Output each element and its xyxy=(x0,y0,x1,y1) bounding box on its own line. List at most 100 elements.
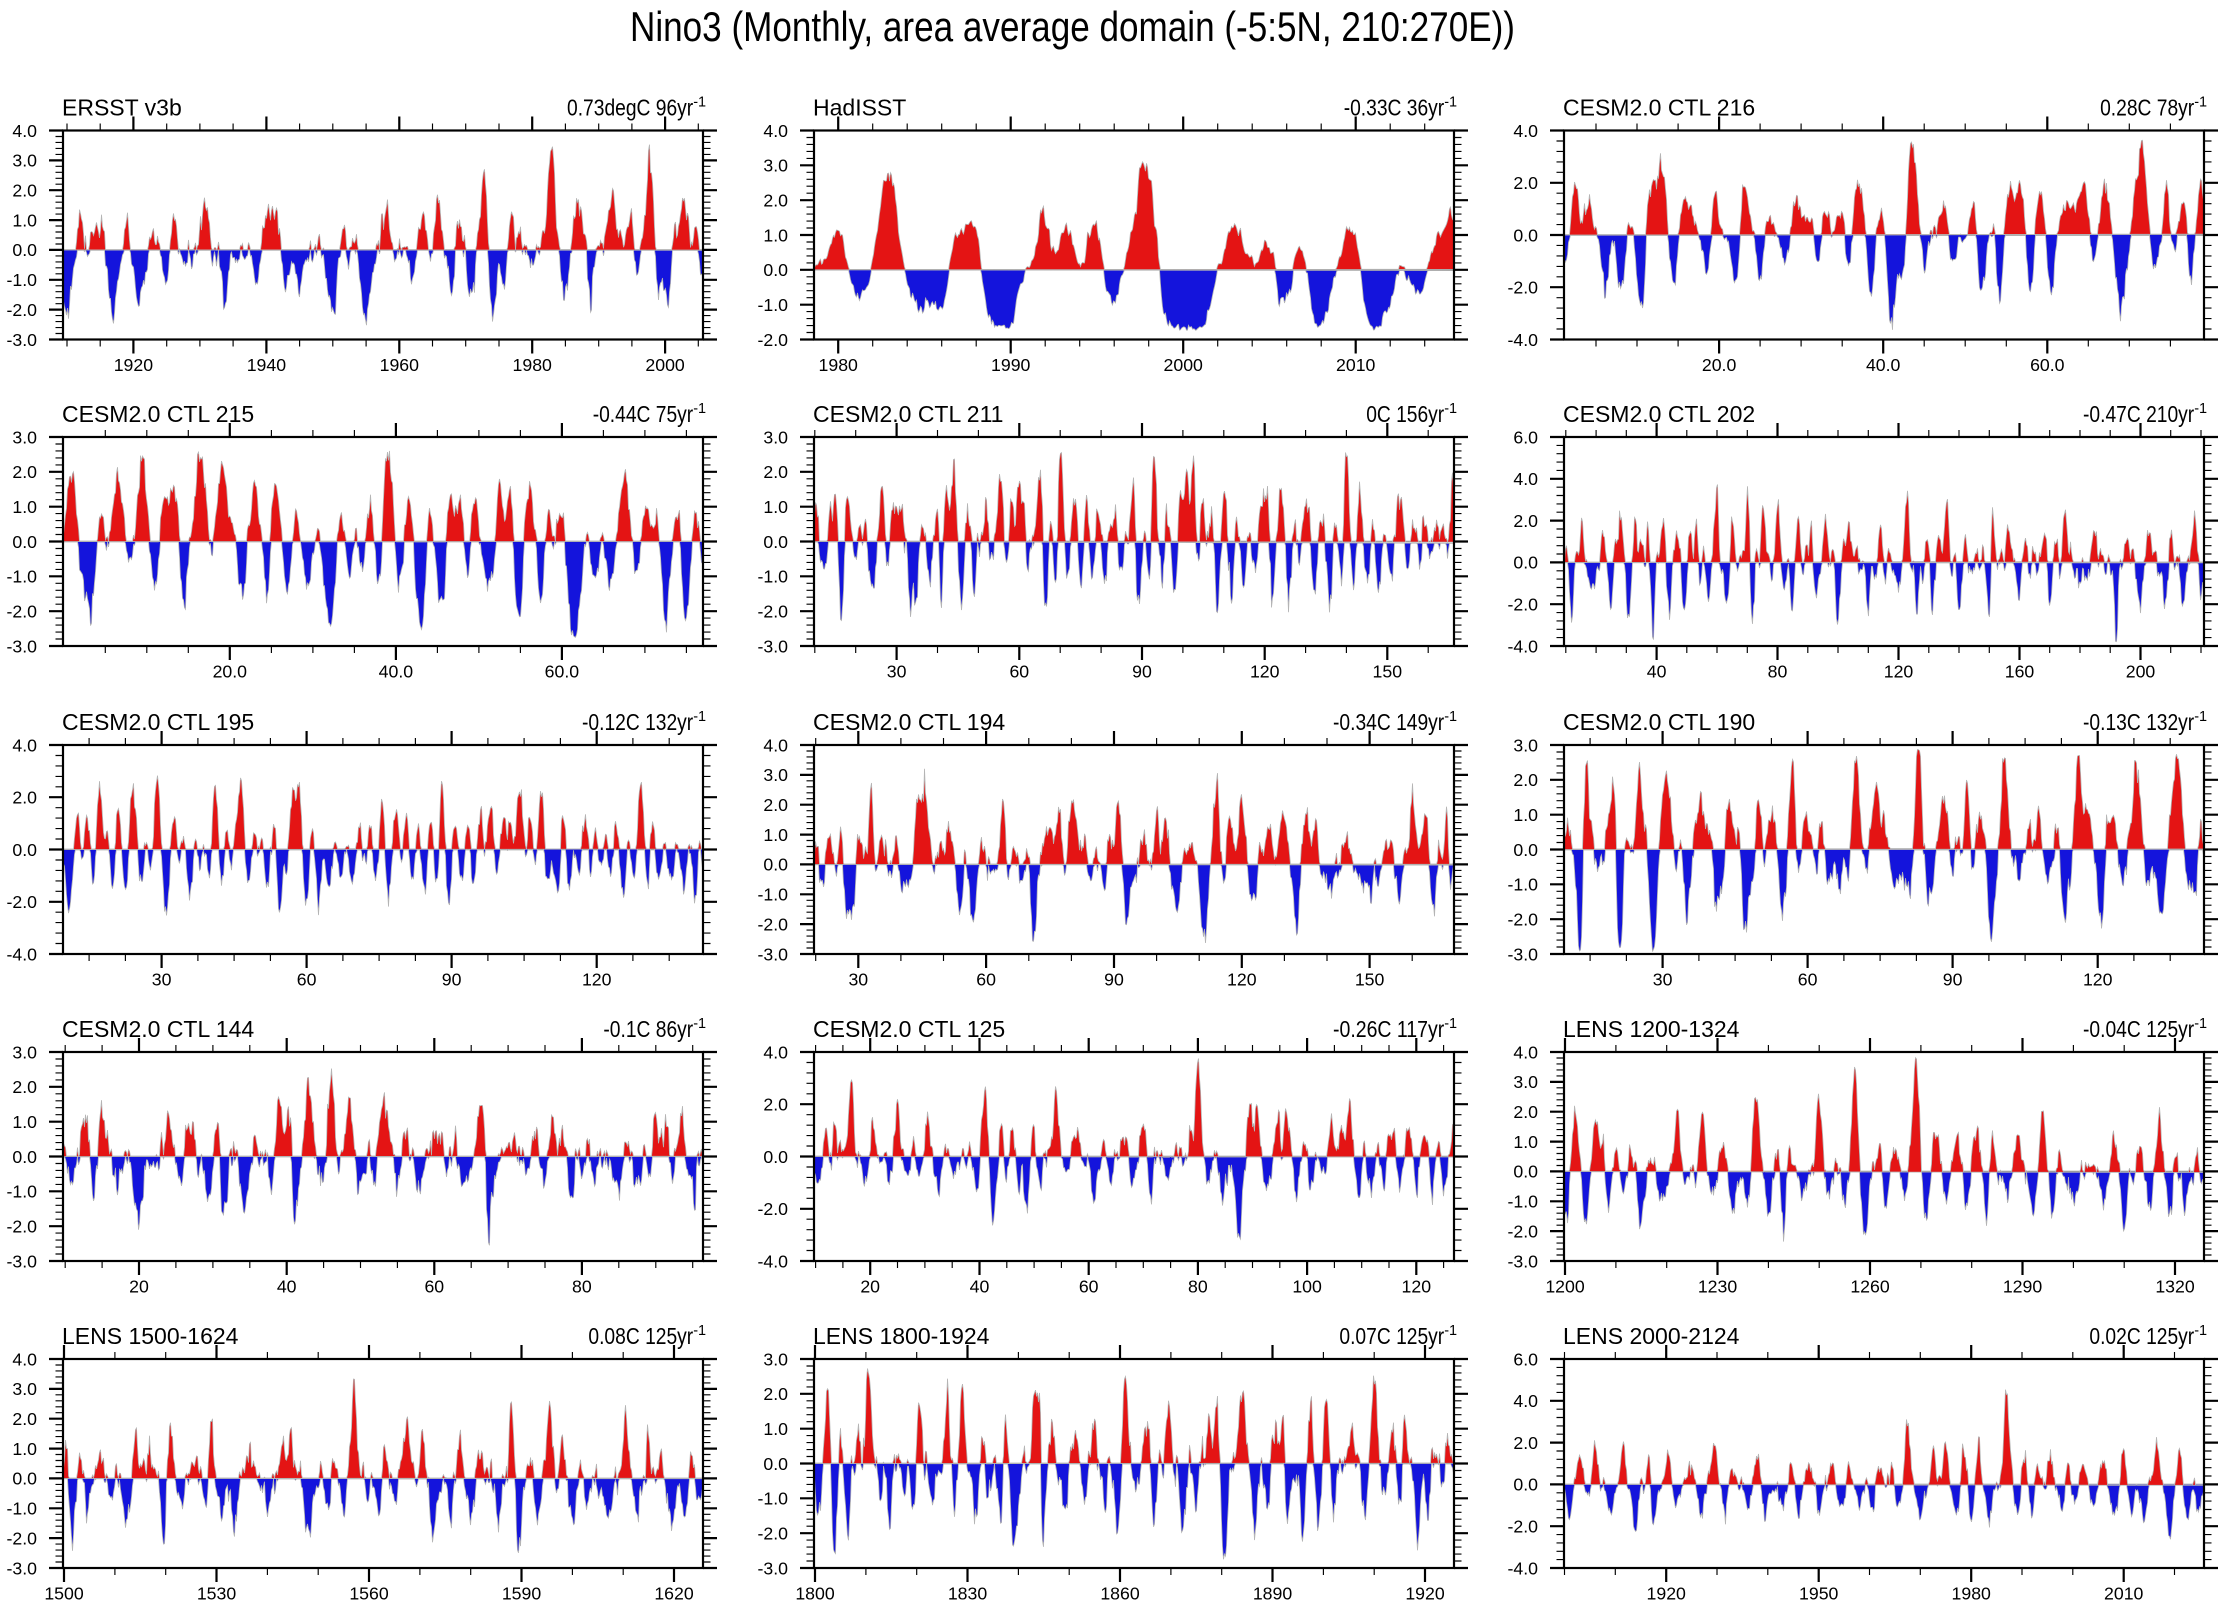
svg-text:-1.0: -1.0 xyxy=(758,1489,789,1509)
svg-text:1920: 1920 xyxy=(1405,1584,1445,1604)
svg-text:2.0: 2.0 xyxy=(12,1077,37,1097)
svg-text:-3.0: -3.0 xyxy=(7,1558,38,1578)
svg-text:-0.44C 75yr: -0.44C 75yr xyxy=(593,401,694,427)
svg-text:2010: 2010 xyxy=(2104,1584,2144,1604)
svg-text:80: 80 xyxy=(1188,1277,1208,1297)
svg-text:1.0: 1.0 xyxy=(763,1419,788,1439)
svg-text:1620: 1620 xyxy=(654,1584,694,1604)
svg-text:40: 40 xyxy=(1647,662,1667,682)
svg-text:0.0: 0.0 xyxy=(763,1454,788,1474)
svg-text:-2.0: -2.0 xyxy=(758,914,789,934)
svg-text:0.73degC 96yr: 0.73degC 96yr xyxy=(567,95,693,121)
svg-text:0.08C 125yr: 0.08C 125yr xyxy=(588,1323,693,1349)
svg-text:20: 20 xyxy=(129,1277,149,1297)
svg-text:120: 120 xyxy=(1227,970,1257,990)
svg-text:3.0: 3.0 xyxy=(763,1349,788,1369)
svg-text:-1.0: -1.0 xyxy=(758,567,789,587)
svg-text:20: 20 xyxy=(860,1277,880,1297)
svg-text:0.0: 0.0 xyxy=(12,532,37,552)
svg-text:0.0: 0.0 xyxy=(12,240,37,260)
svg-text:1.0: 1.0 xyxy=(12,497,37,517)
svg-text:40: 40 xyxy=(277,1277,297,1297)
svg-text:150: 150 xyxy=(1355,970,1385,990)
svg-text:60: 60 xyxy=(1798,970,1818,990)
svg-text:-2.0: -2.0 xyxy=(758,330,789,350)
svg-text:2.0: 2.0 xyxy=(12,1409,37,1429)
svg-text:CESM2.0 CTL 190: CESM2.0 CTL 190 xyxy=(1563,709,1755,735)
svg-text:-0.34C 149yr: -0.34C 149yr xyxy=(1333,709,1444,735)
svg-text:-2.0: -2.0 xyxy=(1508,1517,1539,1537)
svg-text:-1: -1 xyxy=(1444,1016,1457,1032)
svg-text:0.07C 125yr: 0.07C 125yr xyxy=(1339,1323,1444,1349)
svg-text:0.0: 0.0 xyxy=(1513,225,1538,245)
svg-text:-1.0: -1.0 xyxy=(758,885,789,905)
svg-text:3.0: 3.0 xyxy=(12,1379,37,1399)
svg-text:-4.0: -4.0 xyxy=(1508,636,1539,656)
svg-text:-2.0: -2.0 xyxy=(7,1217,38,1237)
svg-text:1980: 1980 xyxy=(1952,1584,1992,1604)
svg-text:-1: -1 xyxy=(1444,95,1457,111)
svg-text:0.0: 0.0 xyxy=(1513,1475,1538,1495)
svg-text:2.0: 2.0 xyxy=(763,795,788,815)
svg-text:-1.0: -1.0 xyxy=(7,1499,38,1519)
svg-text:1290: 1290 xyxy=(2003,1277,2043,1297)
svg-text:-1.0: -1.0 xyxy=(1508,1192,1539,1212)
svg-text:CESM2.0 CTL 215: CESM2.0 CTL 215 xyxy=(62,401,254,427)
svg-text:30: 30 xyxy=(848,970,868,990)
svg-text:200: 200 xyxy=(2126,662,2156,682)
svg-text:CESM2.0 CTL 194: CESM2.0 CTL 194 xyxy=(813,709,1005,735)
svg-text:90: 90 xyxy=(1104,970,1124,990)
svg-text:40.0: 40.0 xyxy=(1866,355,1901,375)
svg-text:0.02C 125yr: 0.02C 125yr xyxy=(2089,1323,2194,1349)
svg-text:6.0: 6.0 xyxy=(1513,1349,1538,1369)
svg-text:60: 60 xyxy=(1009,662,1029,682)
svg-text:3.0: 3.0 xyxy=(763,156,788,176)
svg-text:-2.0: -2.0 xyxy=(7,1528,38,1548)
svg-text:-4.0: -4.0 xyxy=(1508,330,1539,350)
svg-text:-4.0: -4.0 xyxy=(7,944,38,964)
svg-text:30: 30 xyxy=(887,662,907,682)
svg-text:60: 60 xyxy=(297,970,317,990)
svg-text:-2.0: -2.0 xyxy=(1508,278,1539,298)
svg-text:100: 100 xyxy=(1292,1277,1322,1297)
svg-text:-1: -1 xyxy=(693,1323,706,1339)
svg-text:30: 30 xyxy=(152,970,172,990)
svg-text:1590: 1590 xyxy=(502,1584,542,1604)
svg-text:160: 160 xyxy=(2005,662,2035,682)
svg-text:1830: 1830 xyxy=(948,1584,988,1604)
svg-text:1.0: 1.0 xyxy=(1513,805,1538,825)
svg-text:3.0: 3.0 xyxy=(763,427,788,447)
svg-text:-1.0: -1.0 xyxy=(7,1182,38,1202)
svg-text:1980: 1980 xyxy=(513,355,553,375)
svg-text:-0.13C 132yr: -0.13C 132yr xyxy=(2083,709,2194,735)
svg-text:-1.0: -1.0 xyxy=(7,567,38,587)
svg-text:LENS 1500-1624: LENS 1500-1624 xyxy=(62,1323,239,1349)
svg-text:LENS 2000-2124: LENS 2000-2124 xyxy=(1563,1323,1740,1349)
svg-text:2000: 2000 xyxy=(1164,355,1204,375)
svg-text:1320: 1320 xyxy=(2155,1277,2195,1297)
svg-text:4.0: 4.0 xyxy=(12,121,37,141)
svg-text:-0.1C 86yr: -0.1C 86yr xyxy=(603,1016,693,1042)
svg-text:-2.0: -2.0 xyxy=(1508,1221,1539,1241)
svg-text:LENS 1800-1924: LENS 1800-1924 xyxy=(813,1323,990,1349)
svg-text:0C 156yr: 0C 156yr xyxy=(1366,401,1444,427)
svg-text:0.0: 0.0 xyxy=(1513,840,1538,860)
svg-text:90: 90 xyxy=(442,970,462,990)
svg-text:CESM2.0 CTL 144: CESM2.0 CTL 144 xyxy=(62,1016,254,1042)
svg-text:40: 40 xyxy=(970,1277,990,1297)
svg-text:CESM2.0 CTL 195: CESM2.0 CTL 195 xyxy=(62,709,254,735)
svg-text:-1: -1 xyxy=(2194,95,2207,111)
svg-text:0.0: 0.0 xyxy=(12,1147,37,1167)
svg-text:2.0: 2.0 xyxy=(1513,511,1538,531)
svg-text:1260: 1260 xyxy=(1850,1277,1890,1297)
svg-text:0.0: 0.0 xyxy=(1513,553,1538,573)
svg-text:2.0: 2.0 xyxy=(1513,1102,1538,1122)
svg-text:-0.33C 36yr: -0.33C 36yr xyxy=(1344,95,1445,121)
svg-text:-3.0: -3.0 xyxy=(758,636,789,656)
svg-text:3.0: 3.0 xyxy=(1513,1072,1538,1092)
svg-text:1860: 1860 xyxy=(1100,1584,1140,1604)
svg-text:-1.0: -1.0 xyxy=(7,270,38,290)
svg-text:2.0: 2.0 xyxy=(763,462,788,482)
svg-text:30: 30 xyxy=(1653,970,1673,990)
svg-text:1200: 1200 xyxy=(1545,1277,1585,1297)
